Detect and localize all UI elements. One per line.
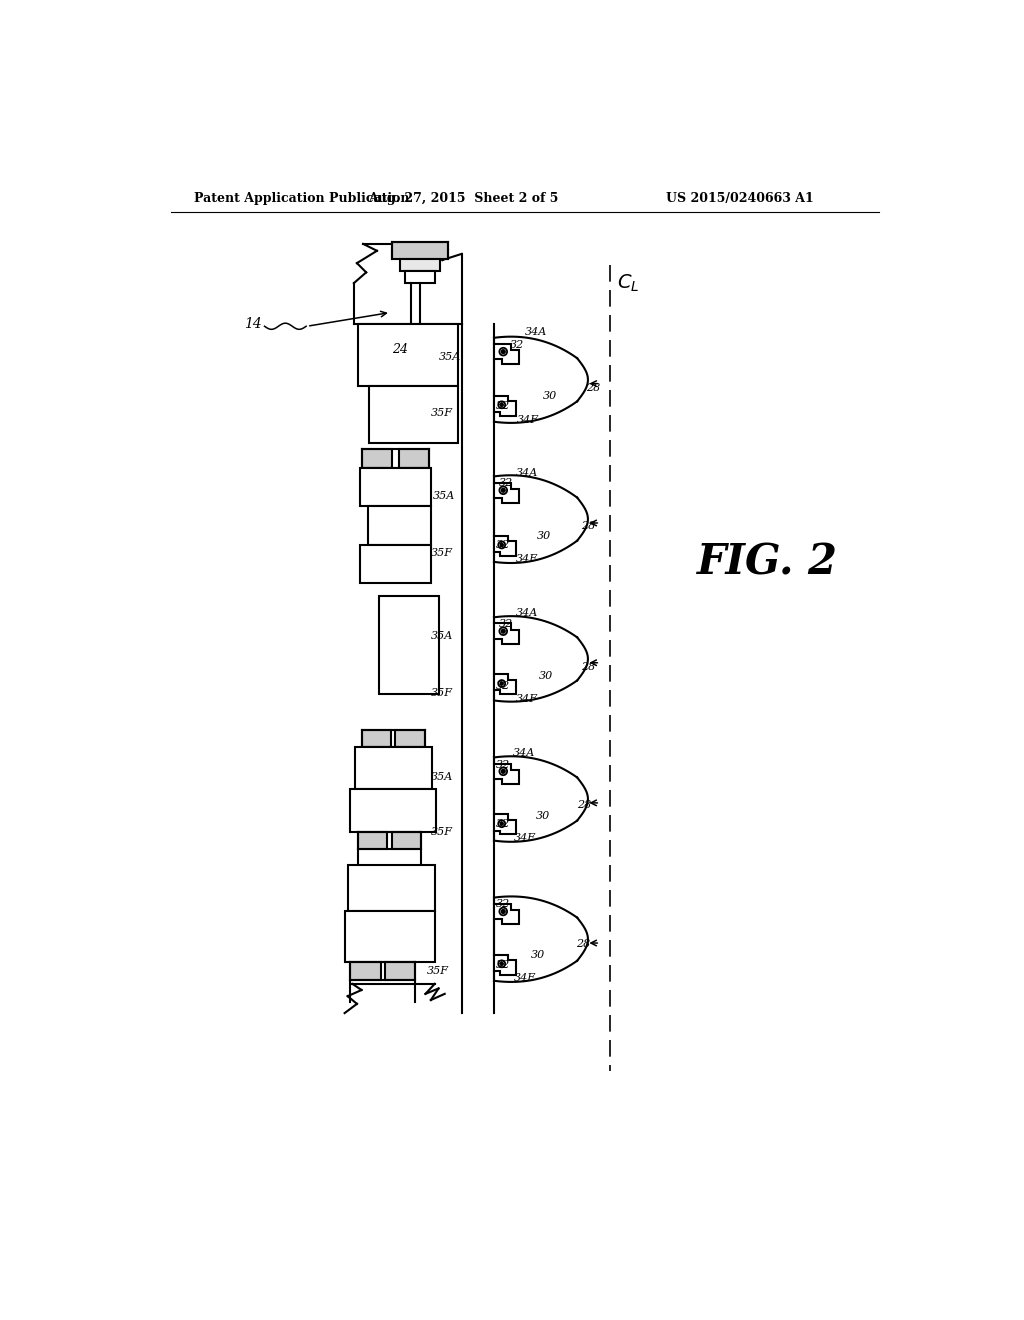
Bar (350, 961, 381, 979)
Bar (355, 747, 432, 789)
Text: 35F: 35F (431, 408, 453, 417)
Text: 32: 32 (499, 619, 513, 630)
Text: 28: 28 (578, 800, 592, 810)
Text: 35F: 35F (427, 966, 449, 975)
Polygon shape (494, 763, 518, 784)
Text: 28: 28 (587, 383, 601, 393)
Circle shape (500, 682, 503, 685)
Polygon shape (494, 483, 518, 503)
Circle shape (502, 770, 505, 774)
Bar (379, 595, 438, 694)
Text: 24: 24 (392, 343, 409, 356)
Polygon shape (494, 345, 518, 364)
Text: 35A: 35A (432, 491, 455, 500)
Bar (361, 730, 391, 747)
Bar (357, 323, 458, 385)
Bar (392, 242, 447, 259)
Text: 28: 28 (581, 521, 595, 532)
Bar (345, 911, 435, 961)
Text: 32: 32 (496, 820, 510, 829)
Polygon shape (494, 954, 515, 974)
Circle shape (502, 488, 505, 492)
Text: 34A: 34A (512, 748, 535, 758)
Text: 35A: 35A (431, 772, 453, 781)
Bar (350, 789, 436, 832)
Text: 35A: 35A (431, 631, 453, 640)
Circle shape (502, 630, 505, 634)
Text: 34A: 34A (515, 607, 538, 618)
Text: 34F: 34F (515, 694, 538, 704)
Bar (395, 730, 425, 747)
Text: US 2015/0240663 A1: US 2015/0240663 A1 (666, 191, 813, 205)
Text: 35F: 35F (431, 548, 453, 557)
Text: Patent Application Publication: Patent Application Publication (194, 191, 410, 205)
Text: 30: 30 (536, 810, 550, 821)
Text: 32: 32 (499, 478, 513, 488)
Text: 34A: 34A (515, 467, 538, 478)
Bar (357, 832, 387, 849)
Bar (361, 449, 392, 469)
Text: 32: 32 (496, 681, 510, 690)
Bar (368, 507, 431, 545)
Text: 34F: 34F (514, 973, 536, 983)
Text: 32: 32 (496, 401, 510, 412)
Bar (406, 271, 435, 284)
Text: 34F: 34F (517, 416, 539, 425)
Circle shape (500, 962, 503, 965)
Circle shape (502, 909, 505, 913)
Text: 30: 30 (539, 671, 553, 681)
Text: 28: 28 (581, 661, 595, 672)
Text: 34A: 34A (524, 326, 547, 337)
Text: 35A: 35A (438, 352, 461, 362)
Bar (360, 545, 431, 583)
Circle shape (502, 350, 505, 354)
Bar (391, 832, 421, 849)
Polygon shape (494, 396, 515, 416)
Circle shape (500, 404, 503, 407)
Text: 14: 14 (245, 317, 262, 331)
Text: 30: 30 (538, 531, 551, 541)
Text: 32: 32 (496, 960, 510, 970)
Bar (360, 469, 431, 507)
Text: FIG. 2: FIG. 2 (696, 541, 838, 583)
Text: 32: 32 (496, 899, 510, 908)
Text: 35F: 35F (431, 828, 453, 837)
Text: $C_L$: $C_L$ (617, 272, 640, 294)
Bar (348, 866, 435, 911)
Polygon shape (494, 623, 518, 644)
Text: 32: 32 (496, 760, 510, 770)
Polygon shape (494, 536, 515, 556)
Circle shape (500, 544, 503, 546)
Text: 34F: 34F (515, 554, 538, 564)
Bar (385, 961, 416, 979)
Text: 30: 30 (531, 950, 545, 961)
Circle shape (500, 822, 503, 825)
Text: 34F: 34F (514, 833, 536, 842)
Text: 30: 30 (543, 391, 557, 400)
Text: Aug. 27, 2015  Sheet 2 of 5: Aug. 27, 2015 Sheet 2 of 5 (368, 191, 558, 205)
Text: 28: 28 (575, 939, 590, 949)
Text: 32: 32 (509, 339, 523, 350)
Bar (370, 385, 458, 444)
Polygon shape (494, 904, 518, 924)
Text: 35F: 35F (431, 688, 453, 698)
Polygon shape (494, 814, 515, 834)
Polygon shape (494, 675, 515, 694)
Bar (398, 449, 429, 469)
Text: 32: 32 (496, 540, 510, 550)
Bar (400, 259, 440, 271)
